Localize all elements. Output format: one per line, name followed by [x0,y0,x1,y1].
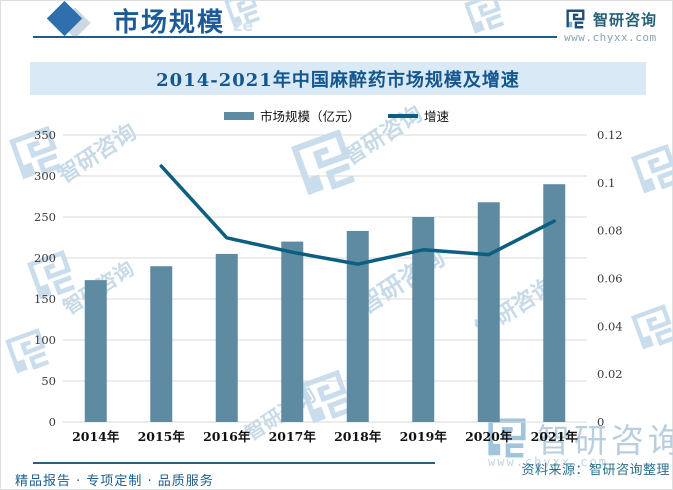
header-divider [33,36,557,38]
bar [412,217,435,422]
bar [477,202,500,422]
brand-url: www.chyxx.com [564,31,657,44]
legend-label-line: 增速 [424,109,450,124]
bar [215,253,238,422]
y-right-tick-label: 0.12 [597,128,623,142]
bar-swatch-icon [223,111,254,120]
legend-item-bar: 市场规模（亿元） [223,106,360,125]
brand-logo-icon [564,8,586,34]
x-axis-label: 2019年 [400,429,448,444]
y-left-tick-label: 300 [34,169,56,183]
bar [150,266,173,422]
bar [84,280,107,422]
x-axis-label: 2015年 [138,429,186,444]
x-axis-label: 2020年 [465,429,513,444]
legend-label-bar: 市场规模（亿元） [259,109,360,124]
y-right-tick-label: 0.02 [597,367,623,381]
y-right-tick-label: 0.08 [597,224,623,238]
brand-name: 智研咨询 [593,11,658,29]
legend-item-line: 增速 [388,106,449,125]
x-axis-label: 2017年 [269,429,317,444]
y-left-tick-label: 150 [34,292,56,306]
y-left-tick-label: 350 [34,128,56,142]
y-left-tick-label: 250 [34,210,56,224]
y-right-tick-label: 0 [597,415,604,429]
y-right-tick-label: 0.04 [597,319,623,333]
y-right-tick-label: 0.1 [597,176,615,190]
y-left-tick-label: 50 [41,374,56,388]
y-left-tick-label: 100 [34,333,56,347]
chart-title-banner: 2014-2021年中国麻醉药市场规模及增速 [30,62,646,95]
chart-title: 2014-2021年中国麻醉药市场规模及增速 [156,69,520,91]
page-title: 市场规模 [113,8,226,38]
bar [346,230,369,422]
watermark-fragment: ze [233,16,254,35]
y-left-tick-label: 200 [34,251,56,265]
x-axis-label: 2021年 [531,429,579,444]
bar [281,241,304,422]
x-axis-label: 2018年 [334,429,382,444]
y-left-tick-label: 0 [49,415,56,429]
bar [543,184,566,422]
header: 市场规模 ze 智研咨询 www.chyxx.com [0,0,673,56]
x-axis-label: 2016年 [203,429,251,444]
footer-tagline: 精品报告 · 专项定制 · 品质服务 [15,474,214,489]
combo-chart: 0 50 100 150 200 250 300 350 0 0.02 0.04 0.06 0.08 0.… [34,128,623,444]
y-right-tick-label: 0.06 [597,272,623,286]
line-swatch-icon [388,113,418,118]
source-note: 资料来源：智研咨询整理 [521,463,670,478]
x-axis-label: 2014年 [72,429,120,444]
footer-divider [33,462,435,464]
growth-line [159,164,556,266]
legend: 市场规模（亿元） 增速 [0,106,673,125]
